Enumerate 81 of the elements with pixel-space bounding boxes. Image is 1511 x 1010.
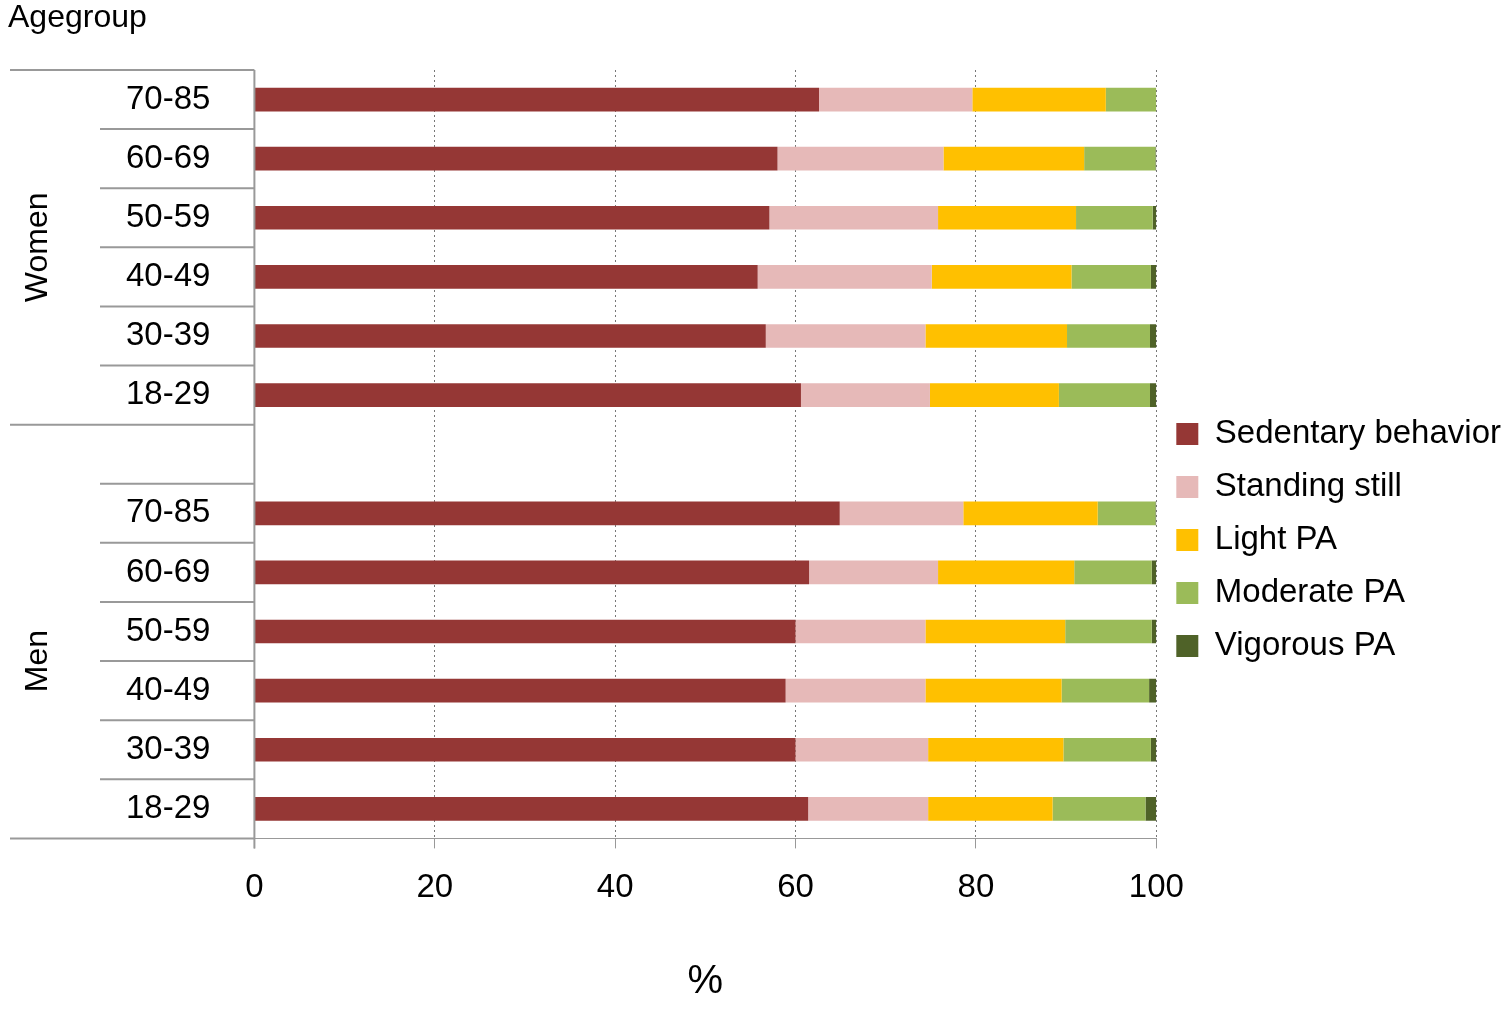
bar [785,678,926,703]
y-tick-label: 18-29 [126,374,211,412]
text: Women [17,192,54,303]
bar [254,265,758,289]
bar [769,205,939,230]
bar [1084,146,1156,171]
bar [963,501,1098,526]
bar [928,737,1064,762]
y-tick-label: 70-85 [126,492,211,530]
bar [925,324,1068,348]
y-tick-label: 50-59 [126,196,211,234]
bar [929,383,1059,407]
legend-label: Vigorous PA [1214,625,1396,663]
bar [795,737,929,762]
bar [1058,383,1150,407]
bar [1150,265,1157,289]
bar [1052,797,1146,821]
x-tick-label: 60 [777,867,814,905]
bar [777,146,944,171]
text: Men [17,629,54,693]
bar [938,560,1075,585]
bar [254,678,786,703]
y-tick-label: 60-69 [126,137,211,175]
bar [808,797,929,821]
legend-label: Moderate PA [1214,572,1405,610]
bar [254,87,819,112]
x-tick-label: 80 [957,867,995,905]
y-tick-label: 18-29 [126,787,211,825]
legend-label: Standing still [1214,466,1402,504]
bar [1097,501,1156,526]
bar [1061,678,1150,703]
bar [254,797,809,821]
bar [925,678,1062,703]
bar [254,146,778,171]
bar [1071,265,1151,289]
bar [925,619,1066,644]
bar [809,560,939,585]
x-tick-label: 0 [245,867,264,905]
legend-label: Light PA [1214,519,1338,557]
bar [254,383,801,407]
bar [819,87,973,112]
bar [1150,324,1157,348]
bar [800,383,930,407]
y-tick-label: 70-85 [126,78,211,116]
bar [254,737,796,762]
y-tick-label: 50-59 [126,610,211,648]
x-axis-title: % [687,957,724,1002]
bar [1074,560,1152,585]
bar [1105,87,1157,112]
y-tick-label: 60-69 [126,551,211,589]
x-tick-label: 100 [1128,867,1184,905]
y-tick-label: 40-49 [126,669,211,707]
bar [1067,324,1150,348]
bar [1076,205,1153,230]
bar [254,560,810,585]
bar [1150,383,1157,407]
bar [839,501,964,526]
bar [1145,797,1157,821]
bar [1149,678,1157,703]
y-tick-label: 30-39 [126,728,211,766]
bar [254,619,796,644]
bar [254,205,770,230]
bar [928,797,1053,821]
bar [1063,737,1151,762]
legend-label: Sedentary behavior [1214,413,1502,451]
bar [943,146,1085,171]
bar [1150,737,1157,762]
bar [757,265,932,289]
y-tick-label: 40-49 [126,255,211,293]
bar [931,265,1072,289]
y-tick-label: 30-39 [126,315,211,353]
x-tick-label: 40 [596,867,634,905]
bar [765,324,926,348]
x-tick-label: 20 [416,867,454,905]
bar [972,87,1106,112]
y-axis-title: Agegroup [8,0,147,34]
bar [795,619,926,644]
bar [254,324,766,348]
bar [938,205,1077,230]
bar [254,501,840,526]
bar [1065,619,1152,644]
